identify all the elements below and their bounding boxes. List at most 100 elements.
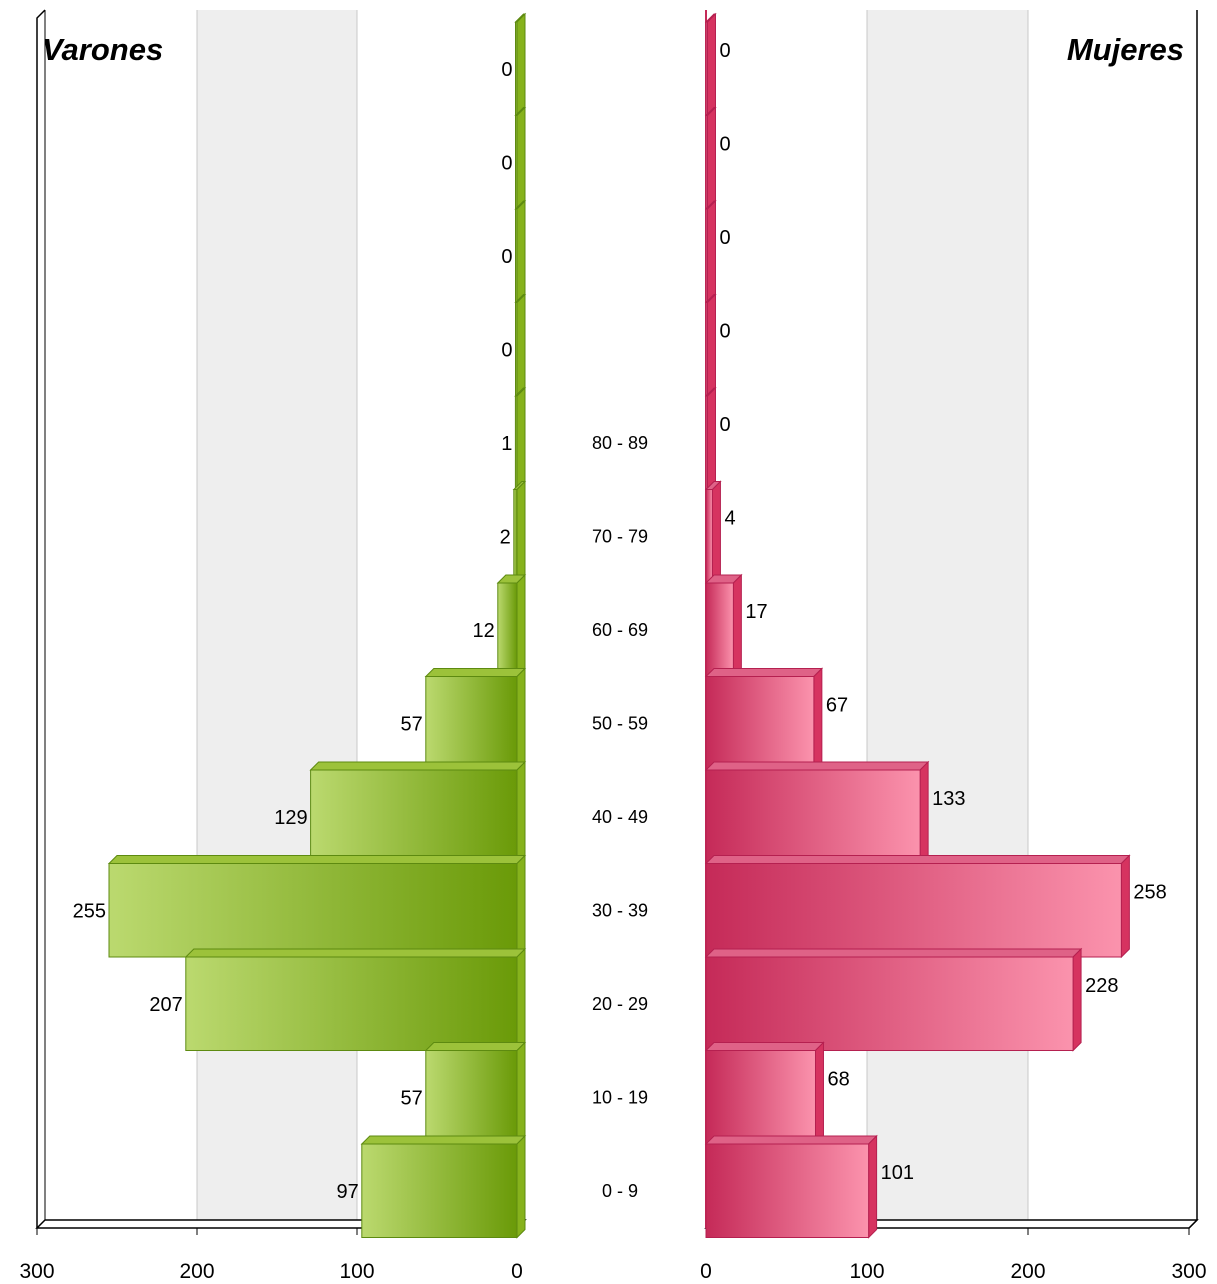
female-value-label: 4: [724, 507, 735, 529]
female-value-label: 17: [745, 601, 767, 623]
female-bar: [705, 1050, 816, 1145]
female-value-label: 228: [1085, 975, 1118, 997]
male-value-label: 0: [501, 59, 512, 81]
female-bar-top: [704, 761, 930, 771]
female-bar-side: [707, 106, 716, 211]
age-group-label: 70 - 79: [592, 526, 648, 546]
male-bar-side: [516, 106, 526, 211]
male-bar: [515, 302, 518, 397]
male-bar: [108, 863, 518, 958]
male-value-label: 97: [337, 1181, 359, 1203]
female-bar-side: [1120, 854, 1130, 959]
female-bar: [705, 863, 1122, 958]
female-bar-side: [732, 573, 742, 678]
female-value-label: 67: [826, 694, 848, 716]
male-bar-side: [516, 12, 526, 117]
female-panel: 0 100 200 300 0 0 0 0 0 4 17 67 133 258 228 68 101 Muje…: [700, 10, 1207, 1283]
male-bar: [185, 956, 518, 1051]
female-bar: [705, 582, 734, 677]
female-value-label: 101: [881, 1162, 914, 1184]
male-bar-group: 0: [501, 199, 527, 304]
female-bar-top: [704, 855, 1131, 864]
male-bar-top: [107, 855, 527, 864]
female-value-label: 133: [932, 788, 965, 810]
female-value-label: 68: [827, 1068, 849, 1090]
male-bar-group: 0: [501, 293, 527, 398]
male-bar: [361, 1143, 518, 1238]
male-bar-side: [516, 1041, 526, 1146]
female-bar: [705, 676, 815, 771]
female-bar-group: 68: [704, 1041, 850, 1146]
male-bar-side: [516, 573, 526, 678]
age-group-label: 60 - 69: [592, 620, 648, 640]
female-value-label: 0: [720, 133, 731, 155]
x-tick-label: 300: [19, 1260, 54, 1283]
male-bar-top: [184, 948, 527, 958]
age-group-label: 0 - 9: [602, 1181, 638, 1201]
male-value-label: 129: [274, 807, 307, 829]
male-panel-title: Varones: [42, 32, 163, 67]
male-value-label: 255: [73, 900, 106, 922]
male-bar-side: [516, 199, 526, 304]
female-bar-side: [1072, 947, 1082, 1052]
male-bar-top: [360, 1135, 527, 1145]
female-bar-group: 101: [704, 1134, 914, 1239]
female-bar-group: 0: [704, 106, 731, 211]
female-panel-title: Mujeres: [1067, 32, 1184, 67]
female-bar: [705, 769, 921, 864]
male-bar: [515, 208, 518, 303]
male-bar: [515, 115, 518, 210]
male-bar: [497, 582, 518, 677]
male-bar: [425, 1050, 518, 1145]
male-bar-side: [516, 854, 526, 959]
x-tick-label: 300: [1171, 1260, 1206, 1283]
age-group-labels: 80 - 89 70 - 79 60 - 69 50 - 59 40 - 49 30 - …: [592, 433, 648, 1201]
male-bar: [425, 676, 518, 771]
female-bar-group: 133: [704, 760, 966, 865]
male-bar-group: 129: [274, 760, 527, 865]
male-value-label: 207: [149, 994, 182, 1016]
right-axis-wall: [1188, 10, 1198, 1229]
age-group-label: 10 - 19: [592, 1087, 648, 1107]
male-bar-group: 1: [501, 386, 527, 491]
left-axis-wall: [36, 9, 46, 1228]
x-tick-label: 200: [179, 1260, 214, 1283]
female-value-label: 258: [1133, 881, 1166, 903]
female-bar-top: [704, 1042, 825, 1051]
female-bar-side: [919, 760, 929, 865]
male-bar-group: 207: [149, 947, 527, 1052]
male-bar-top: [424, 1042, 527, 1051]
male-value-label: 1: [501, 433, 512, 455]
male-value-label: 12: [473, 620, 495, 642]
female-bar-top: [704, 948, 1083, 958]
male-bar-side: [516, 667, 526, 772]
male-bar-top: [309, 761, 527, 771]
female-bar-group: 0: [704, 293, 731, 398]
male-bar-group: 2: [500, 480, 527, 585]
age-group-label: 50 - 59: [592, 713, 648, 733]
male-bar-side: [516, 760, 526, 865]
male-value-label: 2: [500, 526, 511, 548]
male-value-label: 57: [401, 1087, 423, 1109]
female-bar-side: [814, 1041, 824, 1146]
male-bar: [310, 769, 518, 864]
male-bar-group: 57: [401, 667, 527, 772]
male-bar: [514, 395, 518, 490]
female-bar-group: 67: [704, 667, 848, 772]
male-bar-group: 57: [401, 1041, 527, 1146]
male-bar-group: 255: [73, 854, 527, 959]
female-bar-side: [707, 293, 716, 398]
female-value-label: 0: [720, 227, 731, 249]
male-bar-side: [516, 293, 526, 398]
male-bar-group: 97: [337, 1134, 527, 1239]
x-tick-label: 100: [339, 1260, 374, 1283]
age-group-label: 20 - 29: [592, 994, 648, 1014]
male-bar-side: [516, 947, 526, 1052]
male-value-label: 0: [501, 246, 512, 268]
female-bar: [705, 395, 708, 490]
female-bar-side: [813, 667, 823, 772]
female-value-label: 0: [720, 40, 731, 62]
x-tick-label: 100: [849, 1260, 884, 1283]
